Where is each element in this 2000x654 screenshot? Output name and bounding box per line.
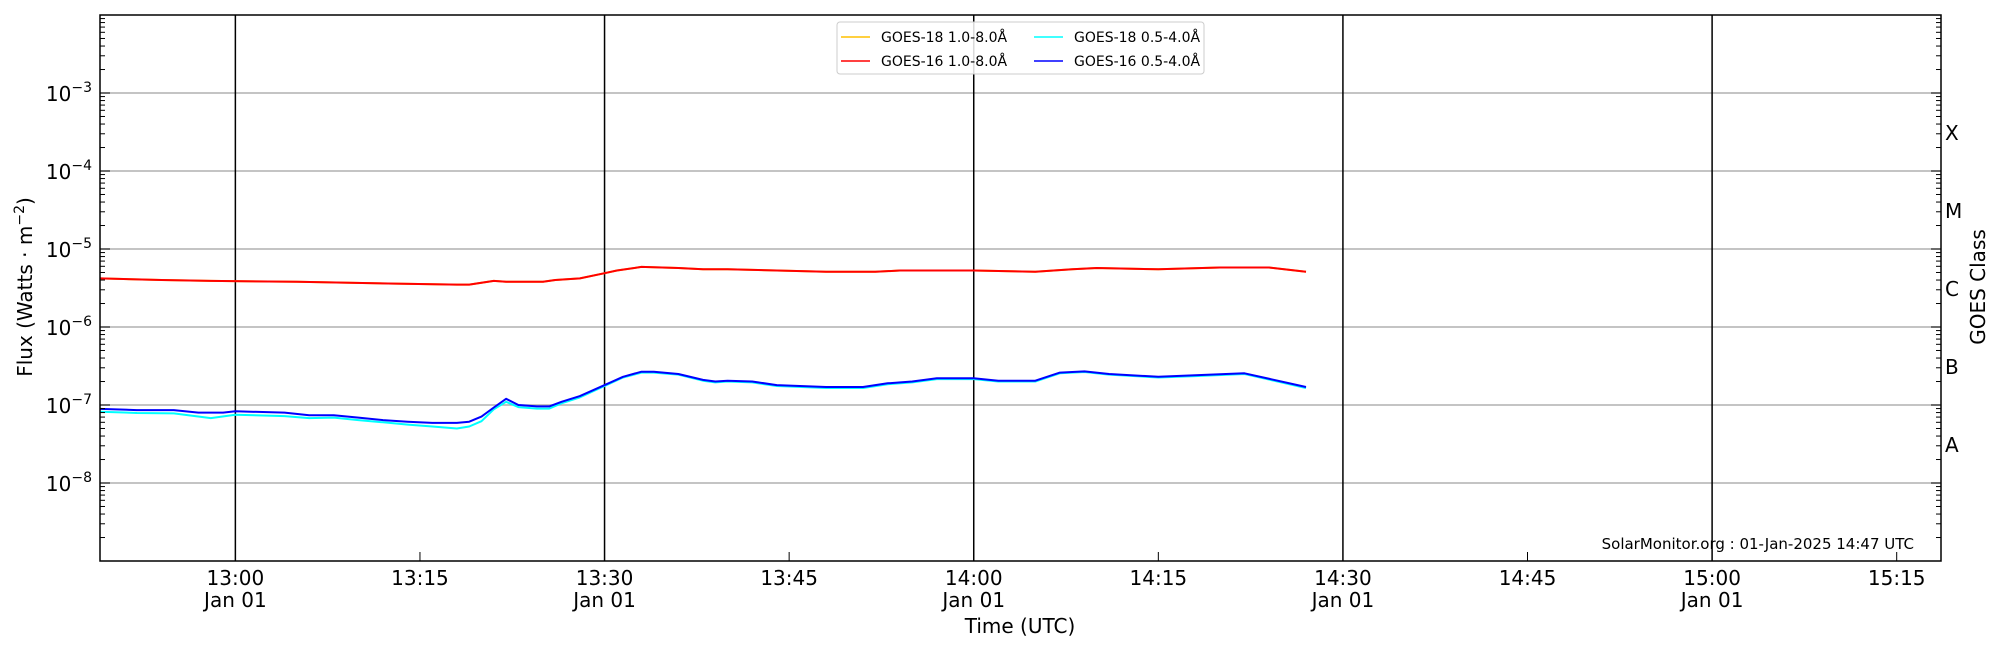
x-tick-label: 13:45 — [760, 566, 818, 590]
y-tick-label: 10−3 — [46, 80, 92, 106]
y-axis-label-exp: −2 — [12, 205, 28, 226]
x-tick-label: 14:15 — [1130, 566, 1188, 590]
y-tick-exp: −6 — [71, 314, 92, 330]
y-tick-base: 10 — [46, 82, 71, 106]
y-axis-label-main: Flux (Watts · m — [13, 226, 37, 377]
y-tick-label: 10−5 — [46, 236, 92, 262]
goes-class-label: M — [1945, 199, 1962, 223]
y-tick-label: 10−4 — [46, 158, 92, 184]
y-axis-label: Flux (Watts · m−2) — [12, 197, 37, 377]
legend-label: GOES-16 1.0-8.0Å — [881, 53, 1007, 70]
y2-axis-label: GOES Class — [1966, 229, 1990, 345]
y-axis-label-close: ) — [13, 197, 37, 205]
x-tick-label: 15:15 — [1868, 566, 1926, 590]
x-tick-label: 13:30 — [576, 566, 634, 590]
y-tick-label: 10−7 — [46, 392, 92, 418]
legend: GOES-18 1.0-8.0Å GOES-16 1.0-8.0Å GOES-18 … — [836, 21, 1205, 75]
x-tick-date: Jan 01 — [1679, 588, 1744, 612]
x-tick-date: Jan 01 — [571, 588, 636, 612]
x-tick-label: 15:00 — [1683, 566, 1741, 590]
goes-class-label: X — [1945, 121, 1959, 145]
series-line-2 — [99, 265, 1307, 286]
legend-label: GOES-18 0.5-4.0Å — [1074, 29, 1200, 46]
y-tick-exp: −7 — [71, 392, 92, 408]
goes-class-label: B — [1945, 355, 1959, 379]
goes-class-label: A — [1945, 433, 1959, 457]
watermark-annotation: SolarMonitor.org : 01-Jan-2025 14:47 UTC — [1602, 535, 1914, 553]
goes-class-label: C — [1945, 277, 1959, 301]
y-tick-base: 10 — [46, 394, 71, 418]
y-tick-label: 10−6 — [46, 314, 92, 340]
x-tick-date: Jan 01 — [202, 588, 267, 612]
y-tick-base: 10 — [46, 160, 71, 184]
legend-box — [836, 21, 1205, 75]
x-tick-date: Jan 01 — [1310, 588, 1375, 612]
y-tick-exp: −5 — [71, 236, 92, 252]
x-tick-label: 14:45 — [1499, 566, 1557, 590]
legend-label: GOES-18 1.0-8.0Å — [881, 29, 1007, 46]
y-tick-exp: −8 — [71, 470, 92, 486]
plot-frame — [99, 14, 1942, 562]
y-tick-base: 10 — [46, 238, 71, 262]
series-lines — [99, 265, 1307, 430]
y-tick-base: 10 — [46, 316, 71, 340]
x-tick-label: 14:30 — [1314, 566, 1372, 590]
x-tick-label: 14:00 — [945, 566, 1003, 590]
y-tick-exp: −3 — [71, 80, 92, 96]
x-tick-date: Jan 01 — [940, 588, 1005, 612]
y-tick-base: 10 — [46, 472, 71, 496]
y-tick-exp: −4 — [71, 158, 92, 174]
grid — [100, 15, 1941, 561]
x-axis-label: Time (UTC) — [964, 614, 1076, 638]
y-tick-label: 10−8 — [46, 470, 92, 496]
legend-label: GOES-16 0.5-4.0Å — [1074, 53, 1200, 70]
series-line-4 — [99, 370, 1307, 424]
x-tick-label: 13:15 — [391, 566, 449, 590]
x-tick-label: 13:00 — [207, 566, 265, 590]
